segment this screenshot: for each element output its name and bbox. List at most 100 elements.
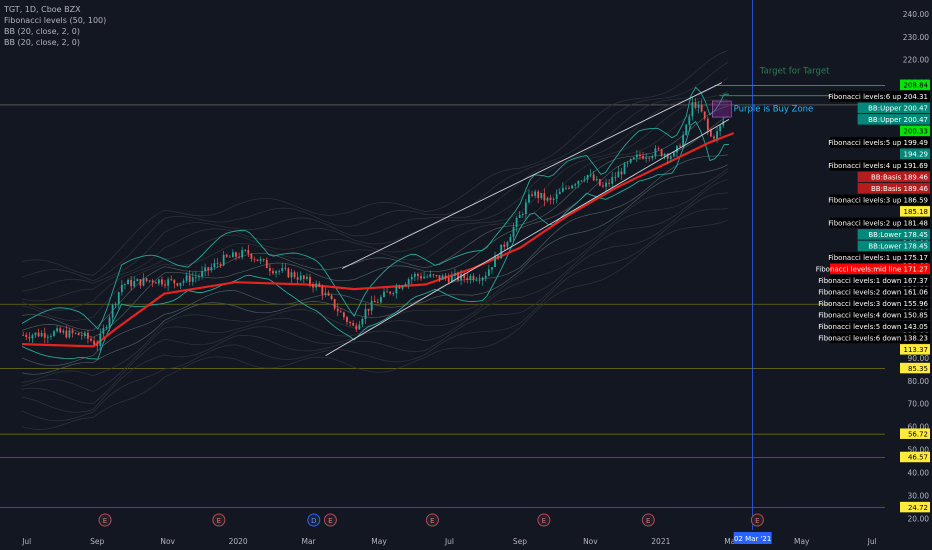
price-label: 46.57 xyxy=(908,454,928,462)
price-label: Fibonacci levels:3 down 155.96 xyxy=(818,300,928,308)
candle-body xyxy=(90,338,92,341)
bollinger-band xyxy=(21,168,728,383)
candle-body xyxy=(34,332,37,336)
candle-body xyxy=(410,276,413,280)
candle-body xyxy=(598,179,601,186)
candle-body xyxy=(417,273,419,277)
candle-body xyxy=(589,174,592,176)
x-tick-label: Nov xyxy=(160,537,175,546)
candle-body xyxy=(358,324,361,330)
candle-body xyxy=(700,104,703,112)
candle-body xyxy=(672,152,675,157)
price-label-box xyxy=(900,344,930,355)
y-tick-label: 40.00 xyxy=(908,469,930,478)
dividend-marker[interactable] xyxy=(307,513,321,527)
candle-body xyxy=(284,268,287,269)
price-label: Fibonacci levels:mid line 171.27 xyxy=(816,266,928,274)
price-label-box xyxy=(857,240,930,252)
candle-body xyxy=(293,272,296,278)
candle-body xyxy=(204,267,207,272)
candle-body xyxy=(491,267,493,270)
candle-body xyxy=(703,111,706,119)
candle-body xyxy=(173,279,176,284)
candle-body xyxy=(639,154,641,157)
candle-body xyxy=(68,330,71,338)
y-tick-label: 20.00 xyxy=(908,514,930,523)
buy-zone-box[interactable] xyxy=(712,100,732,118)
price-label-box xyxy=(900,428,930,439)
candle-body xyxy=(555,194,558,199)
candle-body xyxy=(111,304,114,318)
price-label-box xyxy=(900,79,930,91)
legend-bb-1: BB (20, close, 2, 0) xyxy=(4,27,80,36)
candle-body xyxy=(657,148,660,150)
candle-body xyxy=(503,244,506,247)
candle-body xyxy=(268,268,271,272)
candle-body xyxy=(537,191,540,199)
candle-body xyxy=(494,255,496,268)
candle-body xyxy=(435,275,438,276)
x-tick-label: Mar xyxy=(724,537,739,546)
candle-body xyxy=(262,259,265,260)
bollinger-band xyxy=(21,192,728,413)
channel-upper[interactable] xyxy=(342,82,723,269)
candle-body xyxy=(154,282,157,284)
candle-body xyxy=(395,286,398,294)
candle-body xyxy=(404,284,407,286)
price-label-box xyxy=(900,148,930,160)
bollinger-band xyxy=(21,98,728,312)
candle-body xyxy=(512,227,515,237)
earnings-marker[interactable] xyxy=(425,513,439,527)
candle-body xyxy=(312,284,314,288)
candle-body xyxy=(506,242,509,247)
earnings-marker[interactable] xyxy=(641,513,655,527)
candle-body xyxy=(136,279,139,282)
candle-body xyxy=(524,202,527,215)
earnings-marker[interactable] xyxy=(750,513,764,527)
candle-body xyxy=(278,270,281,272)
candle-body xyxy=(244,249,247,251)
candle-body xyxy=(182,280,185,283)
candle-body xyxy=(225,254,228,257)
candle-body xyxy=(50,335,52,337)
price-label: 24.72 xyxy=(908,504,928,512)
candle-body xyxy=(22,334,25,336)
earnings-marker[interactable] xyxy=(212,513,226,527)
candle-body xyxy=(373,300,376,303)
price-label: 185.18 xyxy=(904,208,929,216)
bb-envelope xyxy=(21,120,729,360)
earnings-marker[interactable] xyxy=(323,513,337,527)
event-marker-label: E xyxy=(646,517,650,525)
candle-body xyxy=(133,281,136,287)
price-label-box xyxy=(857,102,930,114)
candle-body xyxy=(441,275,444,280)
candle-body xyxy=(676,145,678,153)
candle-body xyxy=(438,275,441,280)
candle-body xyxy=(222,254,225,266)
earnings-marker[interactable] xyxy=(98,513,112,527)
candle-body xyxy=(127,279,129,285)
candle-body xyxy=(80,335,83,337)
candle-body xyxy=(444,275,447,278)
time-axis[interactable] xyxy=(0,530,888,550)
candle-body xyxy=(364,308,367,320)
channel-lower[interactable] xyxy=(325,118,730,356)
candle-body xyxy=(605,182,607,187)
x-tick-label: Jul xyxy=(867,537,877,546)
candle-body xyxy=(383,291,385,297)
earnings-marker[interactable] xyxy=(537,513,551,527)
x-tick-label: 2021 xyxy=(651,537,670,546)
candle-body xyxy=(608,182,611,184)
bollinger-band xyxy=(21,164,728,375)
candle-body xyxy=(235,252,237,257)
candle-body xyxy=(219,263,222,266)
candle-body xyxy=(660,149,663,156)
y-tick-label: 90.00 xyxy=(908,354,930,363)
candle-body xyxy=(161,279,163,285)
candle-body xyxy=(31,335,34,339)
candle-body xyxy=(302,275,305,279)
x-tick-label: May xyxy=(794,537,810,546)
y-tick-label: 220.00 xyxy=(903,56,929,65)
date-highlight-box xyxy=(733,532,772,544)
